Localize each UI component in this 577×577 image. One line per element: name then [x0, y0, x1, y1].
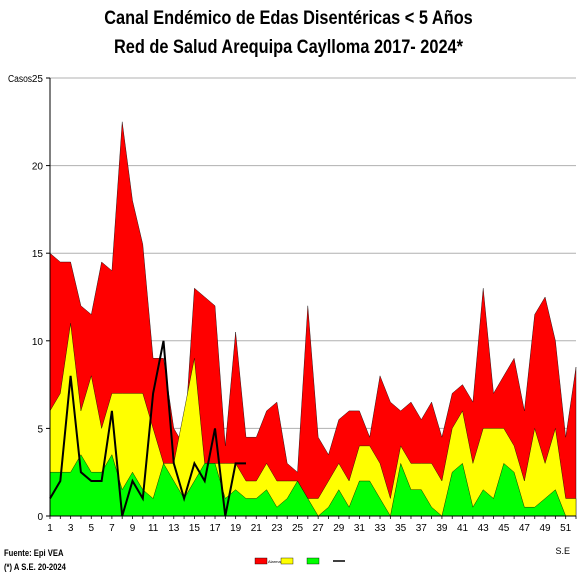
source-note: Fuente: Epi VEA	[4, 548, 64, 558]
x-tick-label-37: 37	[416, 523, 428, 534]
series-area-2	[49, 323, 577, 517]
x-tick-label-27: 27	[313, 523, 325, 534]
y-axis-label: Casos	[8, 73, 32, 84]
chart-title: Canal Endémico de Edas Disentéricas < 5 …	[104, 8, 473, 29]
y-tick-label-15: 15	[32, 249, 44, 260]
x-tick-label-13: 13	[168, 523, 180, 534]
x-tick-label-7: 7	[109, 523, 115, 534]
legend-swatch-2	[280, 557, 294, 565]
x-tick-label-15: 15	[189, 523, 201, 534]
x-tick-label-21: 21	[251, 523, 263, 534]
chart-subtitle: Red de Salud Arequipa Caylloma 2017- 202…	[113, 37, 464, 58]
x-tick-label-45: 45	[498, 523, 510, 534]
x-tick-label-23: 23	[271, 523, 283, 534]
x-tick-label-43: 43	[478, 523, 490, 534]
x-tick-label-25: 25	[292, 523, 304, 534]
date-note: (*) A S.E. 20-2024	[4, 562, 66, 572]
x-tick-label-3: 3	[68, 523, 74, 534]
x-tick-label-19: 19	[230, 523, 242, 534]
x-tick-label-33: 33	[374, 523, 386, 534]
x-tick-label-49: 49	[539, 523, 551, 534]
y-tick-label-5: 5	[37, 424, 43, 435]
x-tick-label-5: 5	[88, 523, 94, 534]
x-tick-label-31: 31	[354, 523, 366, 534]
series-line-current	[49, 340, 246, 517]
y-tick-label-0: 0	[37, 512, 43, 523]
x-tick-label-41: 41	[457, 523, 469, 534]
y-tick-label-25: 25	[32, 74, 44, 85]
x-tick-label-9: 9	[130, 523, 136, 534]
x-tick-label-35: 35	[395, 523, 407, 534]
x-tick-label-17: 17	[209, 523, 221, 534]
x-tick-label-51: 51	[560, 523, 572, 534]
x-tick-label-47: 47	[519, 523, 531, 534]
legend-label-1: Alarma	[268, 559, 281, 564]
y-tick-label-10: 10	[32, 337, 44, 348]
x-tick-label-39: 39	[436, 523, 448, 534]
y-tick-label-20: 20	[32, 162, 44, 173]
legend-swatch-1	[254, 557, 268, 565]
x-tick-label-29: 29	[333, 523, 345, 534]
x-tick-label-1: 1	[47, 523, 53, 534]
x-tick-label-11: 11	[148, 523, 159, 534]
x-axis-label: S.E	[555, 546, 570, 556]
legend-swatch-3	[306, 557, 320, 565]
series-area-3	[49, 454, 576, 517]
